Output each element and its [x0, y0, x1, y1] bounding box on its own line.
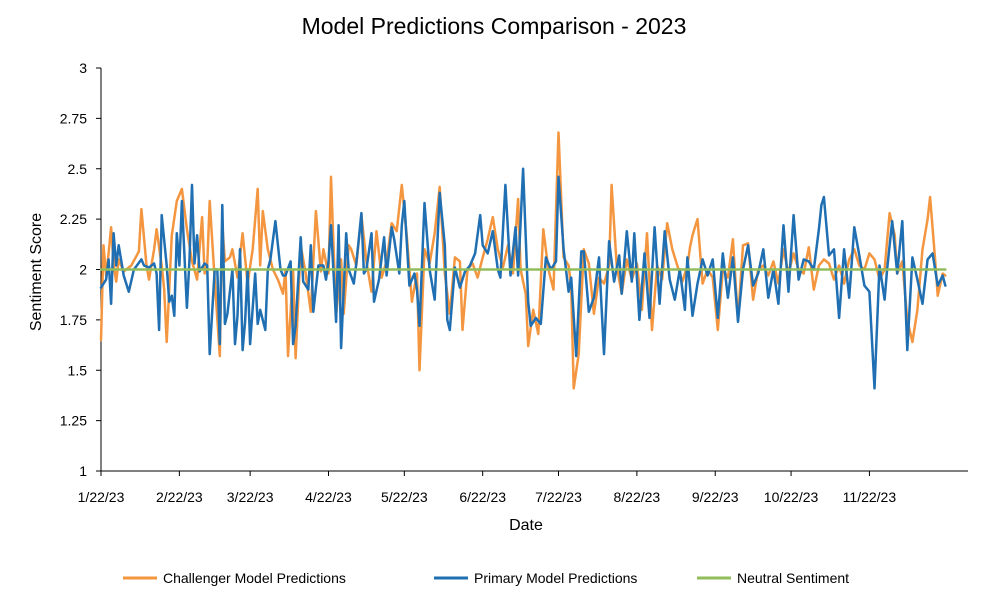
- x-tick-label: 9/22/23: [692, 489, 739, 505]
- y-tick-label: 2.5: [68, 161, 88, 177]
- x-tick-label: 3/22/23: [227, 489, 274, 505]
- y-axis-title: Sentiment Score: [28, 213, 45, 331]
- plot-area: 1 1.25 1.5 1.75 2 2.25 2.5 2.75 3 1/22/23 2/22/23…: [60, 60, 968, 505]
- x-tick-label: 8/22/23: [614, 489, 661, 505]
- x-tick-label: 7/22/23: [535, 489, 582, 505]
- legend-label-neutral-sentiment: Neutral Sentiment: [737, 570, 849, 586]
- series-line-primary-model-predictions: [99, 167, 947, 390]
- x-tick-label: 2/22/23: [156, 489, 203, 505]
- legend: Challenger Model Predictions Primary Mode…: [123, 570, 849, 586]
- legend-label-primary-model-predictions: Primary Model Predictions: [474, 570, 637, 586]
- y-tick-label: 1.75: [60, 312, 87, 328]
- y-tick-label: 3: [79, 60, 87, 76]
- x-axis-title: Date: [509, 517, 543, 534]
- x-tick-label: 6/22/23: [459, 489, 506, 505]
- legend-label-challenger-model-predictions: Challenger Model Predictions: [163, 570, 346, 586]
- chart-title: Model Predictions Comparison - 2023: [302, 13, 687, 39]
- x-tick-label: 10/22/23: [764, 489, 819, 505]
- y-tick-label: 2: [79, 262, 87, 278]
- x-tick-label: 11/22/23: [843, 489, 897, 505]
- x-tick-label: 4/22/23: [305, 489, 352, 505]
- series-lines: [99, 131, 947, 390]
- y-tick-label: 1.5: [68, 362, 88, 378]
- x-tick-label: 1/22/23: [78, 489, 125, 505]
- y-tick-label: 2.25: [60, 211, 87, 227]
- y-tick-label: 1: [79, 463, 87, 479]
- x-tick-label: 5/22/23: [381, 489, 428, 505]
- y-axis-ticks: 1 1.25 1.5 1.75 2 2.25 2.5 2.75 3: [60, 60, 101, 479]
- y-tick-label: 2.75: [60, 110, 87, 126]
- x-axis-ticks: 1/22/23 2/22/23 3/22/23 4/22/23 5/22/23 6/22/…: [78, 471, 897, 505]
- y-tick-label: 1.25: [60, 413, 87, 429]
